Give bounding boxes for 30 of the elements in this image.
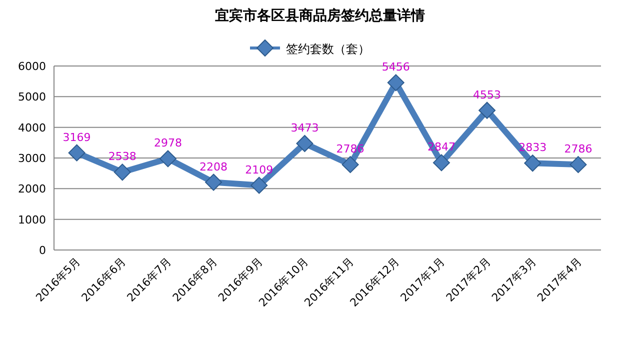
y-tick-label: 5000 (18, 90, 46, 104)
data-label: 5456 (382, 60, 410, 74)
point (68, 144, 86, 162)
point (432, 154, 450, 172)
data-label: 2109 (245, 163, 274, 176)
chart-title: 宜宾市各区县商品房签约总量详情 (215, 7, 425, 24)
y-tick-label: 2000 (18, 182, 46, 196)
point (570, 156, 587, 174)
y-tick-label: 4000 (18, 121, 46, 134)
data-label: 3169 (62, 130, 91, 144)
legend-label: 签约套数（套） (286, 42, 370, 56)
y-tick-label: 3000 (18, 152, 46, 165)
y-tick-label: 0 (39, 244, 46, 257)
point (342, 156, 359, 174)
point (387, 74, 404, 92)
point (478, 102, 496, 119)
data-label: 2786 (564, 142, 592, 156)
data-label: 2538 (108, 150, 136, 164)
point (114, 164, 131, 181)
point (159, 150, 176, 168)
point (524, 154, 542, 172)
point (250, 176, 268, 194)
point (205, 174, 222, 191)
data-label: 4553 (473, 88, 502, 102)
data-label: 2978 (154, 136, 182, 150)
data-label: 2208 (200, 160, 228, 174)
data-label: 3473 (290, 121, 319, 134)
y-tick-label: 1000 (18, 213, 46, 226)
y-tick-label: 6000 (18, 60, 46, 73)
point (296, 134, 314, 152)
